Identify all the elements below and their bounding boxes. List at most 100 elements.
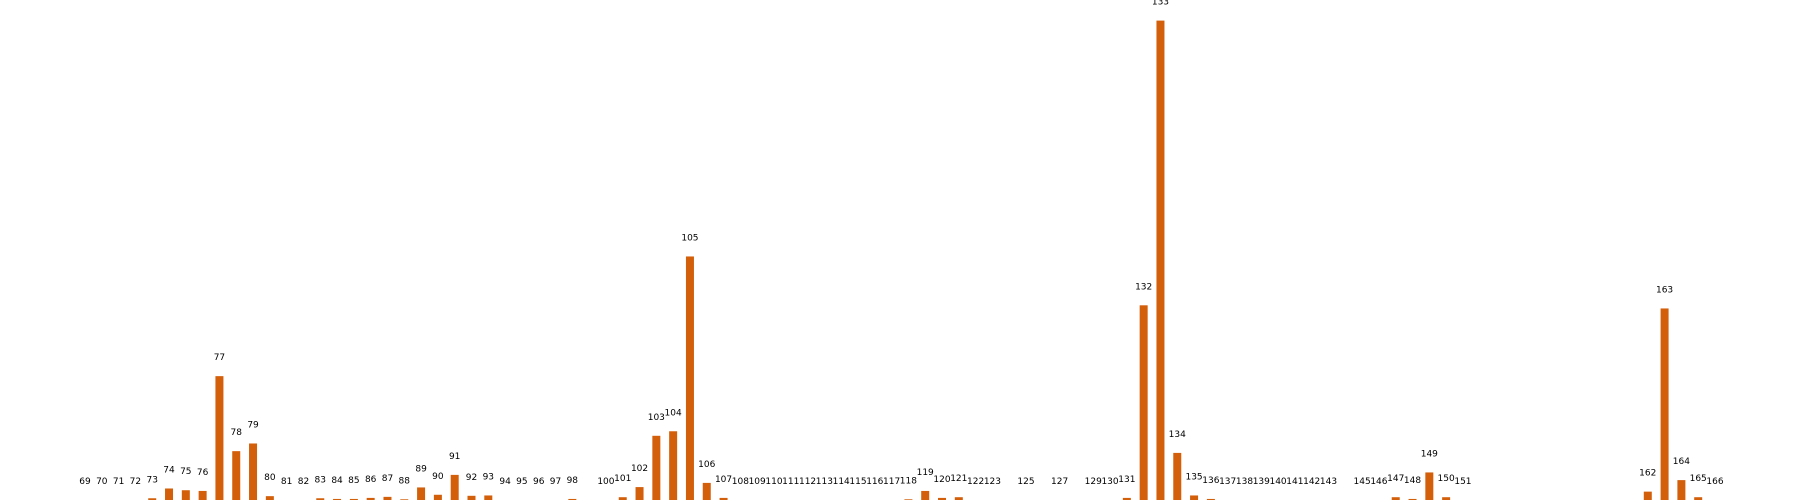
bar-label-148: 148	[1404, 476, 1421, 486]
bar-86	[366, 497, 375, 500]
bar-132	[1139, 305, 1148, 500]
bar-121	[954, 497, 963, 500]
bar-label-162: 162	[1639, 469, 1656, 479]
bar-label-82: 82	[298, 477, 309, 487]
bar-label-149: 149	[1421, 449, 1438, 459]
bar-label-94: 94	[499, 477, 511, 487]
bar-79	[249, 443, 258, 500]
bar-label-78: 78	[231, 428, 243, 438]
bar-labels-group: 69 70 71 72 73 74 75 76 77 78 79 80 81 82 83 84 85 86 87 88…	[79, 0, 1724, 487]
bar-label-92: 92	[466, 473, 477, 483]
bar-label-135: 135	[1185, 472, 1202, 482]
bar-label-143: 143	[1320, 477, 1337, 487]
bar-label-109: 109	[749, 477, 766, 487]
bar-label-139: 139	[1253, 477, 1270, 487]
bar-label-102: 102	[631, 464, 648, 474]
bar-165	[1694, 497, 1703, 500]
bar-label-146: 146	[1370, 477, 1387, 487]
bar-120	[938, 497, 947, 500]
bar-label-136: 136	[1202, 476, 1219, 486]
bar-label-142: 142	[1303, 477, 1320, 487]
bar-164	[1677, 480, 1686, 500]
bar-label-81: 81	[281, 477, 292, 487]
bar-label-118: 118	[900, 476, 917, 486]
bar-149	[1425, 472, 1434, 500]
bar-label-117: 117	[883, 477, 900, 487]
bar-105	[685, 256, 694, 500]
bar-135	[1190, 495, 1199, 500]
bar-label-137: 137	[1219, 477, 1236, 487]
bar-label-122: 122	[967, 477, 984, 487]
bar-label-106: 106	[698, 460, 715, 470]
bar-163	[1660, 308, 1669, 500]
bar-104	[669, 431, 678, 500]
bar-103	[652, 435, 661, 500]
bar-label-70: 70	[96, 477, 108, 487]
bar-label-75: 75	[180, 467, 191, 477]
bar-label-163: 163	[1656, 285, 1673, 295]
bar-label-120: 120	[933, 475, 950, 485]
bar-label-79: 79	[247, 420, 259, 430]
bar-label-138: 138	[1236, 477, 1253, 487]
bar-150	[1442, 497, 1451, 500]
bar-label-98: 98	[567, 476, 579, 486]
bar-label-145: 145	[1354, 477, 1371, 487]
bar-label-134: 134	[1169, 430, 1186, 440]
bar-label-101: 101	[614, 474, 631, 484]
bar-label-133: 133	[1152, 0, 1169, 8]
bar-label-116: 116	[866, 477, 883, 487]
bar-label-95: 95	[516, 477, 527, 487]
bar-76	[198, 490, 207, 500]
bar-93	[484, 495, 493, 500]
bar-74	[165, 488, 174, 500]
bar-label-87: 87	[382, 474, 393, 484]
bar-label-72: 72	[130, 477, 141, 487]
bar-label-100: 100	[597, 477, 614, 487]
bar-label-96: 96	[533, 477, 545, 487]
bar-label-111: 111	[782, 477, 799, 487]
bar-label-71: 71	[113, 477, 124, 487]
bar-label-129: 129	[1085, 477, 1102, 487]
bar-label-166: 166	[1706, 477, 1723, 487]
bar-label-108: 108	[732, 477, 749, 487]
bar-label-125: 125	[1017, 477, 1034, 487]
bar-101	[618, 497, 627, 500]
bar-label-115: 115	[849, 477, 866, 487]
bar-label-140: 140	[1269, 477, 1286, 487]
bar-label-127: 127	[1051, 477, 1068, 487]
bar-label-165: 165	[1690, 474, 1707, 484]
bar-73	[148, 498, 157, 500]
bar-92	[467, 495, 476, 500]
bar-label-86: 86	[365, 475, 377, 485]
bar-label-132: 132	[1135, 282, 1152, 292]
bar-label-114: 114	[833, 477, 850, 487]
bar-131	[1122, 497, 1131, 500]
bar-label-85: 85	[348, 476, 359, 486]
bar-label-107: 107	[715, 475, 732, 485]
bar-162	[1643, 491, 1652, 500]
bar-80	[265, 496, 274, 500]
bar-label-113: 113	[816, 477, 833, 487]
bar-148	[1408, 498, 1417, 500]
bar-77	[215, 376, 224, 500]
bar-label-123: 123	[984, 477, 1001, 487]
bar-label-104: 104	[665, 408, 682, 418]
bar-label-97: 97	[550, 477, 561, 487]
bar-83	[316, 498, 325, 500]
bar-label-91: 91	[449, 452, 460, 462]
bar-label-73: 73	[146, 475, 157, 485]
bar-label-131: 131	[1118, 475, 1135, 485]
bar-label-141: 141	[1286, 477, 1303, 487]
bar-label-90: 90	[432, 472, 444, 482]
bar-label-150: 150	[1438, 474, 1455, 484]
bar-label-93: 93	[483, 472, 494, 482]
bar-label-121: 121	[950, 474, 967, 484]
bar-label-110: 110	[765, 477, 782, 487]
bar-87	[383, 496, 392, 500]
bar-84	[333, 498, 342, 500]
bar-147	[1391, 497, 1400, 500]
bar-85	[349, 498, 358, 500]
bar-90	[433, 494, 442, 500]
bar-119	[921, 490, 930, 500]
